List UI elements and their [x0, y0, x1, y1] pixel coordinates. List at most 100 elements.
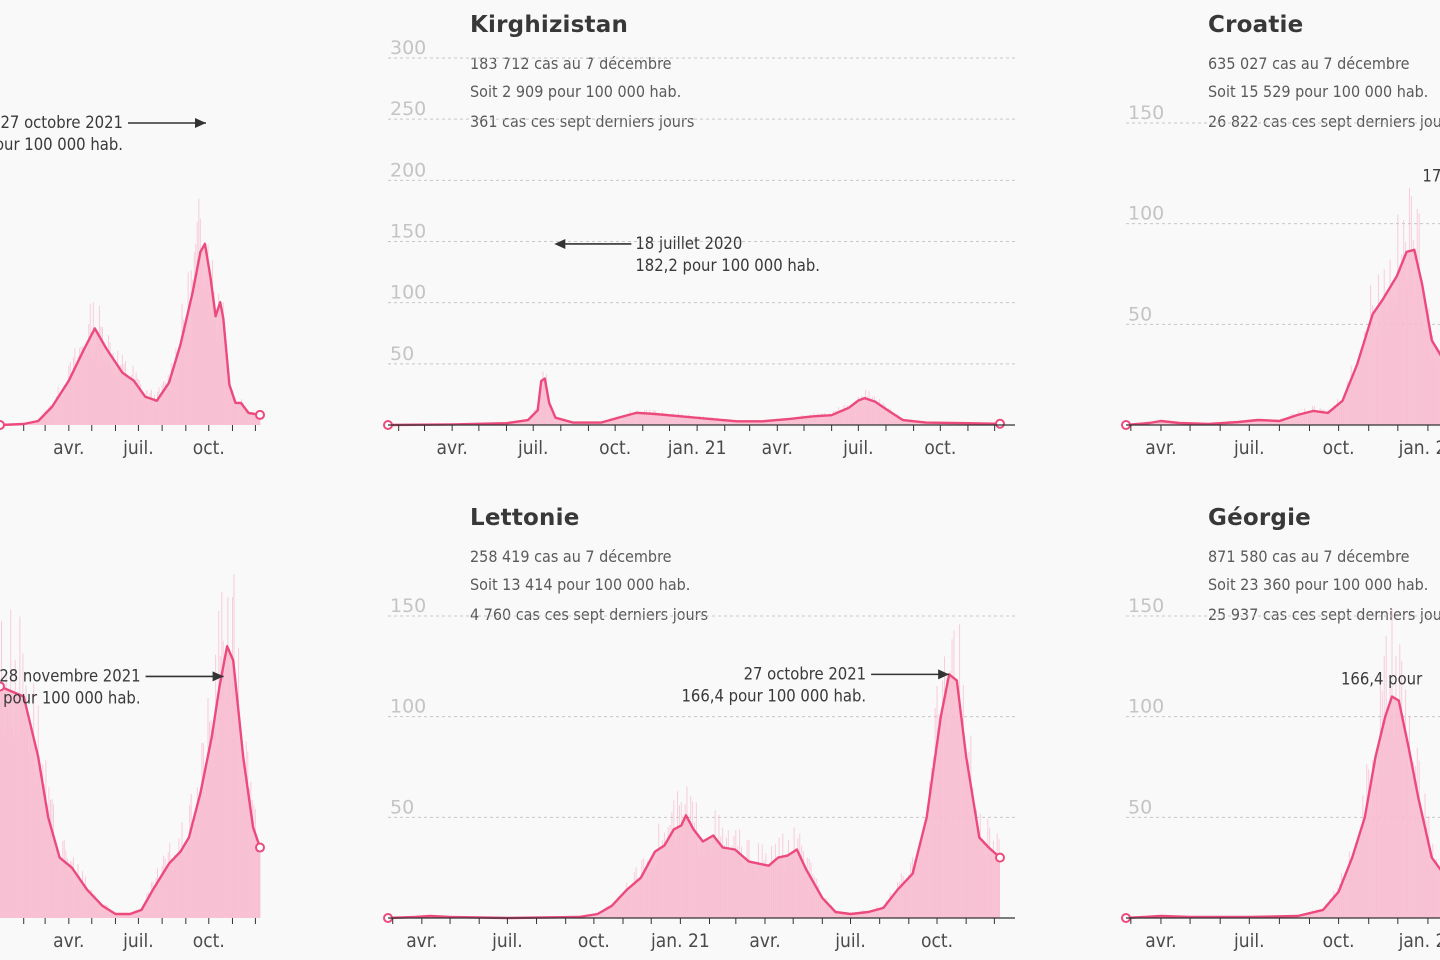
series-area: [1126, 696, 1440, 918]
chart-svg: avr. juil. oct. 28 novembre 2021 pour 100 00…: [0, 574, 265, 952]
annotation-date: 17: [1422, 167, 1440, 186]
chart-panel-4: avr. juil. oct. 28 novembre 2021 pour 100 00…: [0, 493, 280, 960]
series-area: [1126, 249, 1440, 425]
annotation-value: pour 100 000 hab.: [3, 688, 140, 707]
x-tick-label: juil.: [842, 437, 874, 459]
peak-annotation: 28 novembre 2021 pour 100 000 hab.: [0, 666, 224, 707]
annotation-date: 27 octobre 2021: [744, 664, 867, 683]
y-tick-label: 50: [390, 796, 414, 818]
peak-annotation: 27 octobre 2021 166,4 pour 100 000 hab.: [681, 664, 950, 705]
x-tick-label: oct.: [599, 437, 631, 459]
panel-stat-2: Soit 2 909 pour 100 000 hab.: [470, 82, 682, 101]
y-tick-label: 50: [390, 343, 414, 365]
annotation-date: 28 novembre 2021: [0, 666, 141, 685]
panel-title: Géorgie: [1208, 505, 1311, 531]
chart-svg: avr. juil. oct. 27 octobre 2021 pour 100 000…: [0, 113, 265, 459]
y-tick-label: 100: [1128, 696, 1164, 718]
x-tick-label: juil.: [122, 930, 154, 952]
end-point: [255, 842, 265, 853]
y-tick-label: 200: [390, 159, 426, 181]
chart-svg: 50 100 150 avr. juil. oct. jan. 21 avr. juil. oct…: [383, 595, 1015, 952]
daily-bars: [480, 371, 1000, 425]
series-line: [1125, 248, 1440, 427]
panel-stat-1: 871 580 cas au 7 décembre: [1208, 547, 1410, 566]
x-tick-label: juil.: [1233, 437, 1265, 459]
annotation-value: pour 100 000 hab.: [0, 135, 123, 154]
annotation-value: 166,4 pour: [1341, 670, 1423, 689]
x-tick-label: avr.: [1145, 437, 1176, 459]
x-tick-label: jan. 21: [650, 930, 710, 952]
panel-stat-2: Soit 15 529 pour 100 000 hab.: [1208, 82, 1429, 101]
x-tick-label: oct.: [1323, 930, 1355, 952]
end-point: [255, 409, 265, 420]
y-tick-label: 50: [1128, 303, 1152, 325]
chart-panel-3: Croatie 635 027 cas au 7 décembre Soit 15 …: [1118, 0, 1440, 480]
series-line: [0, 645, 262, 916]
x-tick-label: juil.: [122, 437, 154, 459]
y-tick-label: 150: [390, 221, 426, 243]
series-area: [0, 243, 260, 425]
chart-panel-2: Kirghizistan 183 712 cas au 7 décembre Soi…: [380, 0, 1020, 480]
chart-svg: 50 100 150 200 250 300 avr. juil. oct. jan. 21 avr…: [383, 37, 1015, 459]
y-tick-label: 150: [1128, 102, 1164, 124]
series-line: [387, 673, 1001, 920]
x-tick-label: oct.: [921, 930, 953, 952]
y-tick-label: 100: [1128, 203, 1164, 225]
series-line: [1125, 695, 1440, 920]
x-tick-label: oct.: [193, 437, 225, 459]
arrow-head: [554, 238, 566, 249]
arrow-head: [938, 669, 950, 680]
panel-title: Lettonie: [470, 505, 580, 531]
chart-svg: 50 100 150 avr. juil. oct. jan. 21 17: [1121, 102, 1440, 459]
y-tick-label: 100: [390, 696, 426, 718]
x-tick-label: avr.: [1145, 930, 1176, 952]
x-tick-label: avr.: [53, 930, 84, 952]
y-tick-label: 100: [390, 282, 426, 304]
x-tick-label: avr.: [436, 437, 467, 459]
x-tick-label: oct.: [924, 437, 956, 459]
arrow-head: [212, 671, 224, 682]
panel-stat-2: Soit 23 360 pour 100 000 hab.: [1208, 575, 1429, 594]
peak-annotation: 17: [1422, 167, 1440, 186]
start-point: [0, 420, 5, 430]
peak-annotation: 18 juillet 2020 182,2 pour 100 000 hab.: [554, 234, 820, 275]
panel-stat-3: 4 760 cas ces sept derniers jours: [470, 605, 709, 624]
panel-stat-3: 26 822 cas ces sept derniers jours: [1208, 112, 1440, 131]
x-tick-label: avr.: [406, 930, 437, 952]
panel-stat-3: 25 937 cas ces sept derniers jours: [1208, 605, 1440, 624]
panel-stat-1: 183 712 cas au 7 décembre: [470, 54, 672, 73]
y-tick-label: 150: [390, 595, 426, 617]
series-line: [0, 242, 261, 427]
annotation-value: 182,2 pour 100 000 hab.: [635, 256, 820, 275]
y-tick-label: 250: [390, 98, 426, 120]
peak-annotation: 27 octobre 2021 pour 100 000 hab.: [0, 113, 206, 154]
series-area: [388, 674, 1000, 918]
x-tick-label: juil.: [834, 930, 866, 952]
x-tick-label: oct.: [1323, 437, 1355, 459]
y-tick-label: 150: [1128, 595, 1164, 617]
peak-annotation: 166,4 pour: [1341, 670, 1423, 689]
end-point: [995, 418, 1005, 429]
x-tick-label: jan. 21: [667, 437, 727, 459]
series-area: [0, 646, 260, 918]
series-line: [387, 377, 1001, 427]
x-tick-label: juil.: [1233, 930, 1265, 952]
end-point: [995, 852, 1005, 863]
y-tick-label: 300: [390, 37, 426, 59]
x-tick-label: avr.: [762, 437, 793, 459]
x-tick-label: jan. 21: [1398, 437, 1440, 459]
chart-panel-6: Géorgie 871 580 cas au 7 décembre Soit 23 …: [1118, 493, 1440, 960]
panel-title: Kirghizistan: [470, 12, 629, 38]
panel-stat-1: 258 419 cas au 7 décembre: [470, 547, 672, 566]
annotation-date: 18 juillet 2020: [635, 234, 742, 253]
chart-panel-5: Lettonie 258 419 cas au 7 décembre Soit 13…: [380, 493, 1020, 960]
panel-stat-2: Soit 13 414 pour 100 000 hab.: [470, 575, 691, 594]
panel-stat-1: 635 027 cas au 7 décembre: [1208, 54, 1410, 73]
panel-title: Croatie: [1208, 12, 1304, 38]
chart-panel-1: avr. juil. oct. 27 octobre 2021 pour 100 000…: [0, 0, 280, 480]
chart-svg: 50 100 150 avr. juil. oct. jan. 21 166,4 pour: [1121, 595, 1440, 952]
x-tick-label: juil.: [491, 930, 523, 952]
x-tick-label: avr.: [749, 930, 780, 952]
x-tick-label: juil.: [517, 437, 549, 459]
